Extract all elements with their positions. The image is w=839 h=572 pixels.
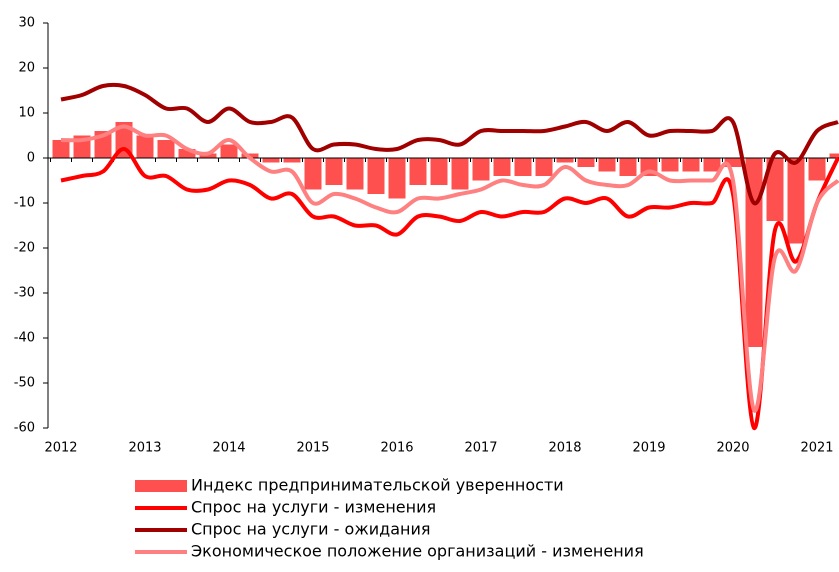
legend-label: Спрос на услуги - ожидания [191, 520, 430, 539]
bar [535, 158, 553, 176]
legend-label: Спрос на услуги - изменения [191, 498, 436, 517]
bar [220, 144, 238, 158]
x-tick-label: 2016 [380, 441, 413, 456]
y-tick-label: 10 [18, 106, 35, 121]
bar [598, 158, 616, 172]
x-tick-label: 2015 [296, 441, 329, 456]
bar [619, 158, 637, 176]
x-tick-label: 2012 [44, 441, 77, 456]
bar [724, 158, 742, 167]
bar [346, 158, 364, 190]
legend-label: Индекс предпринимательской уверенности [191, 476, 564, 495]
x-tick-label: 2019 [632, 441, 665, 456]
bar [514, 158, 532, 176]
bar [556, 158, 574, 163]
bar [325, 158, 343, 185]
bar [283, 158, 301, 163]
bar [829, 153, 839, 158]
x-tick-label: 2014 [212, 441, 245, 456]
x-tick-label: 2013 [128, 441, 161, 456]
y-tick-label: 0 [27, 151, 35, 166]
x-tick-label: 2018 [548, 441, 581, 456]
bar [661, 158, 679, 172]
bar [199, 153, 217, 158]
bar [808, 158, 826, 181]
bar [178, 149, 196, 158]
x-tick-label: 2021 [800, 441, 833, 456]
y-tick-label: 20 [18, 61, 35, 76]
bar [745, 158, 763, 347]
bar [472, 158, 490, 181]
bar [451, 158, 469, 190]
bar [388, 158, 406, 199]
y-tick-label: -50 [14, 376, 35, 391]
bar [409, 158, 427, 185]
bar [787, 158, 805, 244]
y-tick-label: -20 [14, 241, 35, 256]
bar [367, 158, 385, 194]
y-tick-label: -30 [14, 286, 35, 301]
bar [136, 135, 154, 158]
bar [157, 140, 175, 158]
legend: Индекс предпринимательской уверенности Сп… [135, 476, 644, 561]
legend-label: Экономическое положение организаций - из… [191, 542, 644, 561]
line [60, 124, 839, 413]
legend-swatch [135, 480, 187, 492]
line [60, 147, 839, 431]
bar [52, 140, 70, 158]
bar [682, 158, 700, 172]
bar [262, 158, 280, 163]
y-tick-label: -10 [14, 196, 35, 211]
bar [577, 158, 595, 167]
line [60, 82, 839, 206]
x-tick-label: 2017 [464, 441, 497, 456]
bar [703, 158, 721, 172]
bar [430, 158, 448, 185]
plot-area: -60 -50 -40 -30 -20 -10 0 10 20 30 2012 2013 2014 201… [14, 16, 839, 456]
y-tick-label: -60 [14, 421, 35, 436]
x-tick-label: 2020 [716, 441, 749, 456]
bar [493, 158, 511, 176]
y-tick-label: -40 [14, 331, 35, 346]
y-tick-label: 30 [18, 16, 35, 31]
bar [304, 158, 322, 190]
bar [766, 158, 784, 221]
